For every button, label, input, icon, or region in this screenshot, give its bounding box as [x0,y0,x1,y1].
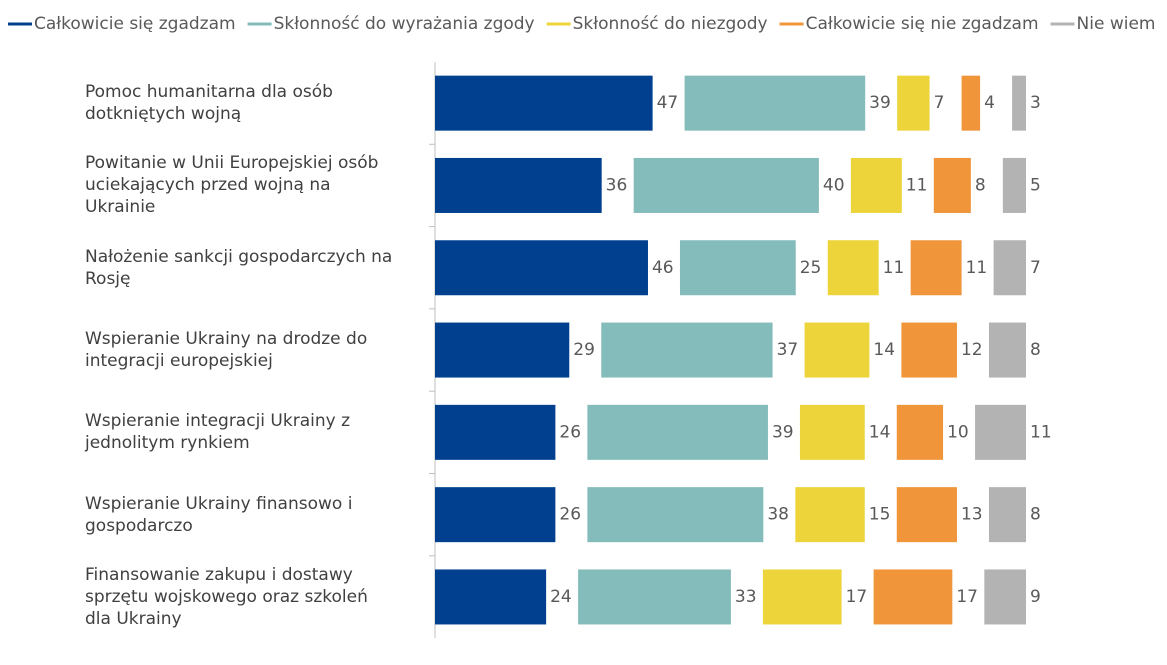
data-label: 24 [550,587,572,607]
bar-segment [578,569,731,625]
category-label: Finansowanie zakupu i dostawy sprzętu wo… [85,564,368,629]
category-label: Wspieranie Ukrainy finansowo i gospodarc… [85,493,353,536]
bar-segment [804,322,870,378]
data-label: 4 [984,93,995,113]
category-label: Wspieranie integracji Ukrainy z jednolit… [85,411,351,454]
data-label: 15 [869,505,891,525]
data-label: 11 [966,258,988,278]
legend-label: Nie wiem [1077,14,1156,34]
bar-segment [435,157,602,213]
bar-segment [850,157,902,213]
bar-segment [873,569,953,625]
category-label: Wspieranie Ukrainy na drodze do integrac… [85,329,368,372]
bar-segment [993,240,1026,296]
data-label: 5 [1030,175,1041,195]
data-label: 29 [573,340,595,360]
data-label: 13 [961,505,983,525]
bar-segment [435,322,570,378]
legend-label: Całkowicie się nie zgadzam [806,14,1039,34]
data-label: 39 [772,422,794,442]
bar-segment [587,404,768,460]
data-label: 8 [975,175,986,195]
bar-segment [896,404,944,460]
bar-segment [435,240,648,296]
bar-segment [435,487,556,543]
category-label: Nałożenie sankcji gospodarczych na Rosję [85,246,393,289]
bar-segment [897,75,930,131]
data-label: 38 [767,505,789,525]
bar-segment [988,487,1026,543]
bar-segment [1002,157,1026,213]
category-label: Pomoc humanitarna dla osób dotkniętych w… [85,82,333,125]
bar-segment [762,569,842,625]
data-label: 46 [652,258,674,278]
data-label: 10 [947,422,969,442]
data-label: 47 [657,93,679,113]
bar-segment [827,240,879,296]
bar-segment [799,404,865,460]
data-label: 7 [934,93,945,113]
bar-segment [587,487,764,543]
bar-segment [435,404,556,460]
bar-segment [988,322,1026,378]
bar-segment [795,487,865,543]
legend-label: Całkowicie się zgadzam [34,14,236,34]
bar-segment [910,240,962,296]
data-label: 8 [1030,505,1041,525]
bar-segment [679,240,796,296]
bar-segment [435,569,547,625]
data-label: 3 [1030,93,1041,113]
data-label: 11 [1030,422,1052,442]
data-label: 9 [1030,587,1041,607]
data-label: 8 [1030,340,1041,360]
data-label: 25 [800,258,822,278]
legend-label: Skłonność do wyrażania zgody [274,14,535,34]
data-label: 11 [883,258,905,278]
bar-segment [684,75,866,131]
legend-label: Skłonność do niezgody [573,14,768,34]
bar-segment [896,487,957,543]
bar-segment [435,75,653,131]
data-label: 17 [846,587,868,607]
data-label: 14 [869,422,891,442]
data-label: 36 [606,175,628,195]
bar-segment [601,322,773,378]
data-label: 33 [735,587,757,607]
data-label: 7 [1030,258,1041,278]
bar-segment [975,404,1026,460]
data-label: 14 [873,340,895,360]
data-label: 11 [906,175,928,195]
bar-segment [1012,75,1026,131]
data-label: 17 [956,587,978,607]
data-label: 12 [961,340,983,360]
bar-segment [984,569,1026,625]
category-label: Powitanie w Unii Europejskiej osób uciek… [85,153,379,218]
data-label: 26 [559,422,581,442]
bar-segment [633,157,819,213]
data-label: 26 [559,505,581,525]
bar-segment [901,322,957,378]
bar-segment [961,75,981,131]
data-label: 40 [823,175,845,195]
bar-segment [933,157,971,213]
data-label: 39 [869,93,891,113]
data-label: 37 [777,340,799,360]
